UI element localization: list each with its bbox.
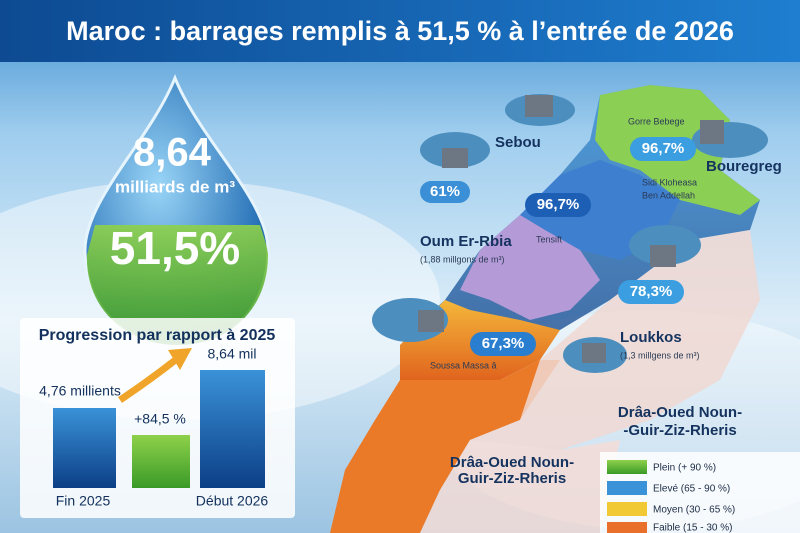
volume-unit: milliards de m³ (115, 177, 235, 196)
badge-text: 61% (430, 183, 460, 200)
badge-text: 67,3% (482, 335, 525, 352)
bar (200, 370, 265, 488)
water-drop: 8,64 milliards de m³ 51,5% (83, 73, 270, 347)
title: Maroc : barrages remplis à 51,5 % à l’en… (66, 16, 734, 46)
arrow (118, 355, 181, 403)
volume: 8,64 (133, 131, 212, 175)
dam-icon (372, 94, 768, 373)
legend-label: Moyen (30 - 65 %) (653, 505, 735, 516)
basin-name: Drâa-Oued Noun- (618, 404, 742, 421)
bar (132, 435, 190, 488)
region-name: Tensift (536, 234, 563, 244)
badge-text: 78,3% (630, 283, 673, 300)
progression-panel: Progression par rapport à 2025 4,76 mill… (20, 318, 295, 518)
region-name: Soussa Massa â (430, 360, 497, 370)
rate-badge: 67,3% (470, 332, 536, 356)
bar (53, 408, 116, 488)
arrow-head (168, 348, 192, 370)
legend: Plein (+ 90 %) Elevé (65 - 90 %) Moyen (… (600, 452, 800, 533)
panel-title: Progression par rapport à 2025 (39, 327, 276, 344)
fill-rate: 51,5% (110, 222, 240, 274)
basin-name: Guir-Ziz-Rheris (458, 470, 566, 487)
rate-badge: 96,7% (630, 137, 696, 161)
region-name: Sidi Kloheasa (642, 177, 697, 187)
basin-name: Drâa-Oued Noun- (450, 454, 574, 471)
basin-name: Bouregreg (706, 158, 782, 175)
region-name: Ben Addellah (642, 190, 695, 200)
rate-badge: 96,7% (525, 193, 591, 217)
basin-volume: (1,3 millgens de m³) (620, 350, 700, 360)
legend-label: Faible (15 - 30 %) (653, 523, 732, 533)
bar-label: Fin 2025 (56, 493, 111, 509)
basin-name: Loukkos (620, 329, 682, 346)
badge-text: 96,7% (642, 140, 685, 157)
rate-badge: 78,3% (618, 280, 684, 304)
basin-volume: (1,88 millgons de m³) (420, 254, 505, 264)
basin-name: Sebou (495, 134, 541, 151)
title-banner (0, 0, 800, 62)
bar-label: Début 2026 (196, 493, 269, 509)
basin-name: Oum Er-Rbia (420, 233, 512, 250)
value-label: 8,64 mil (207, 346, 256, 362)
value-label: +84,5 % (134, 411, 186, 427)
legend-label: Plein (+ 90 %) (653, 463, 716, 474)
legend-label: Elevé (65 - 90 %) (653, 484, 730, 495)
rate-badge: 61% (420, 181, 470, 203)
basin-name: -Guir-Ziz-Rheris (623, 422, 736, 439)
region-name: Gorre Bebege (628, 116, 685, 126)
value-label: 4,76 millients (39, 383, 121, 399)
badge-text: 96,7% (537, 196, 580, 213)
